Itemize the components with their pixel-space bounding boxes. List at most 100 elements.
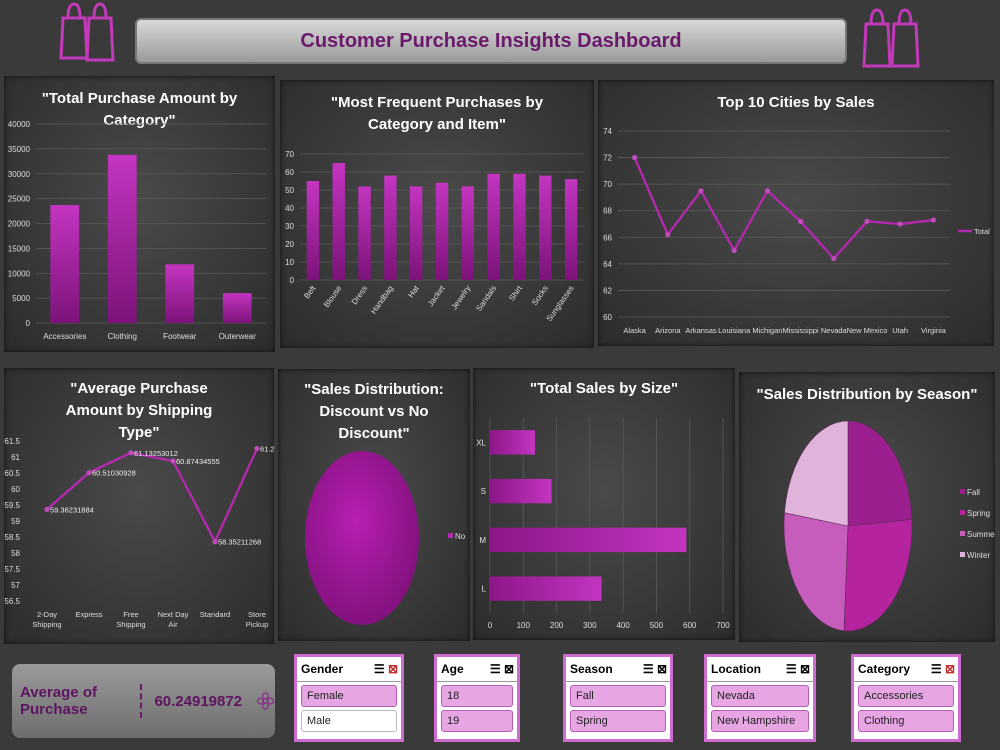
y-tick-label: 35000 [8, 145, 31, 154]
dashboard-title: Customer Purchase Insights Dashboard [300, 29, 682, 52]
y-tick-label: 56.5 [4, 597, 20, 606]
x-tick-label: Shipping [116, 620, 145, 629]
data-point [86, 470, 92, 476]
slicer-age: Age ☰ ⊠ 18 19 [434, 654, 520, 742]
chart-title: "Total Purchase Amount by Category" [41, 90, 238, 129]
kpi-label: Average of Purchase [20, 684, 97, 718]
bar [487, 173, 500, 280]
legend-swatch [960, 510, 965, 515]
y-tick-label: 60 [11, 485, 20, 494]
bar [490, 478, 552, 504]
flower-icon [256, 692, 275, 710]
y-tick-label: 40000 [8, 120, 31, 129]
y-tick-label: 70 [603, 180, 612, 189]
y-tick-label: 60 [285, 168, 294, 177]
x-tick-label: Jewelry [450, 284, 473, 311]
data-point [798, 218, 804, 224]
data-point [897, 221, 903, 227]
slicer-item[interactable]: Clothing [858, 710, 954, 732]
slicer-title: Season [570, 662, 613, 676]
multi-select-icon[interactable]: ☰ [489, 662, 501, 676]
y-tick-label: 70 [285, 150, 294, 159]
slicer-item[interactable]: 18 [441, 685, 513, 707]
category-bar-chart: 0 5000 10000 15000 20000 25000 30000 35000 40000… [8, 120, 266, 341]
chart-title: "Total Sales by Size" [529, 380, 679, 397]
dashboard-header: Customer Purchase Insights Dashboard [135, 18, 847, 64]
pie-slice [784, 420, 849, 527]
panel-cities: Top 10 Cities by Sales 60 62 64 66 68 70 72 74 A… [598, 80, 994, 346]
bar [50, 205, 80, 323]
x-tick-label: 200 [550, 621, 564, 630]
data-point [831, 255, 837, 262]
x-tick-label: Dress [350, 284, 369, 306]
slicer-header: Gender ☰ ⊠ [297, 657, 401, 682]
y-tick-label: 30000 [8, 170, 31, 179]
x-tick-label: Express [75, 610, 102, 619]
legend-label: No [455, 532, 466, 541]
y-tick-label: 61.5 [4, 437, 20, 446]
bar [461, 186, 475, 280]
data-point [665, 232, 671, 238]
y-tick-label: S [481, 487, 486, 496]
slicer-item[interactable]: Female [301, 685, 397, 707]
legend-label: Fall [967, 488, 980, 497]
data-label: 60.51030928 [92, 469, 136, 478]
slicer-item[interactable]: New Hampshire [711, 710, 809, 732]
x-tick-label: Air [168, 620, 178, 629]
y-tick-label: 15000 [8, 244, 31, 253]
bar [435, 182, 449, 280]
y-tick-label: 0 [26, 319, 31, 328]
legend-swatch [960, 531, 965, 536]
x-tick-label: Arkansas [685, 326, 717, 335]
y-tick-label: 58 [11, 549, 20, 558]
legend-swatch [960, 489, 965, 494]
slicer-header: Category ☰ ⊠ [854, 657, 958, 682]
slicer-item[interactable]: Nevada [711, 685, 809, 707]
multi-select-icon[interactable]: ☰ [373, 662, 385, 676]
clear-filter-icon[interactable]: ⊠ [799, 662, 810, 676]
slicer-item[interactable]: Fall [570, 685, 666, 707]
x-tick-label: Footwear [163, 332, 197, 341]
x-tick-label: 400 [616, 621, 630, 630]
slicer-header: Location ☰ ⊠ [707, 657, 813, 682]
clear-filter-icon[interactable]: ⊠ [387, 662, 398, 676]
x-tick-label: Belt [302, 283, 318, 300]
clear-filter-icon[interactable]: ⊠ [503, 662, 514, 676]
panel-category: "Total Purchase Amount by Category" 0 500… [4, 76, 275, 352]
data-label: 61.13253012 [134, 449, 178, 458]
x-tick-label: 300 [583, 621, 597, 630]
pie-slice [847, 420, 913, 527]
clear-filter-icon[interactable]: ⊠ [944, 662, 955, 676]
data-point [731, 247, 737, 254]
x-tick-label: 100 [517, 621, 531, 630]
slicer-item[interactable]: Spring [570, 710, 666, 732]
multi-select-icon[interactable]: ☰ [642, 662, 654, 676]
kpi-card-average-purchase: Average of Purchase 60.24919872 [12, 664, 275, 738]
y-tick-label: 59.5 [4, 501, 20, 510]
y-tick-label: 62 [603, 286, 612, 295]
slicer-item[interactable]: 19 [441, 710, 513, 732]
y-tick-label: 20 [285, 240, 294, 249]
series-line [633, 157, 934, 261]
x-tick-label: Jacket [426, 283, 447, 308]
y-tick-label: 66 [603, 233, 612, 242]
x-tick-label: Virginia [921, 326, 947, 335]
pie-slice [843, 519, 913, 632]
x-tick-label: 500 [650, 621, 664, 630]
bar [539, 175, 552, 280]
y-tick-label: L [482, 585, 487, 594]
slicer-item[interactable]: Male [301, 710, 397, 732]
y-tick-label: 20000 [8, 220, 31, 229]
legend-swatch [448, 533, 453, 538]
y-tick-label: 10000 [8, 269, 31, 278]
multi-select-icon[interactable]: ☰ [930, 662, 942, 676]
slicer-item[interactable]: Accessories [858, 685, 954, 707]
y-tick-label: 58.5 [4, 533, 20, 542]
x-tick-label: Blouse [322, 284, 344, 310]
y-tick-label: 60 [603, 313, 612, 322]
clear-filter-icon[interactable]: ⊠ [656, 662, 667, 676]
y-tick-label: 57 [11, 581, 20, 590]
x-tick-label: Socks [530, 284, 550, 307]
multi-select-icon[interactable]: ☰ [785, 662, 797, 676]
bar [306, 181, 320, 280]
